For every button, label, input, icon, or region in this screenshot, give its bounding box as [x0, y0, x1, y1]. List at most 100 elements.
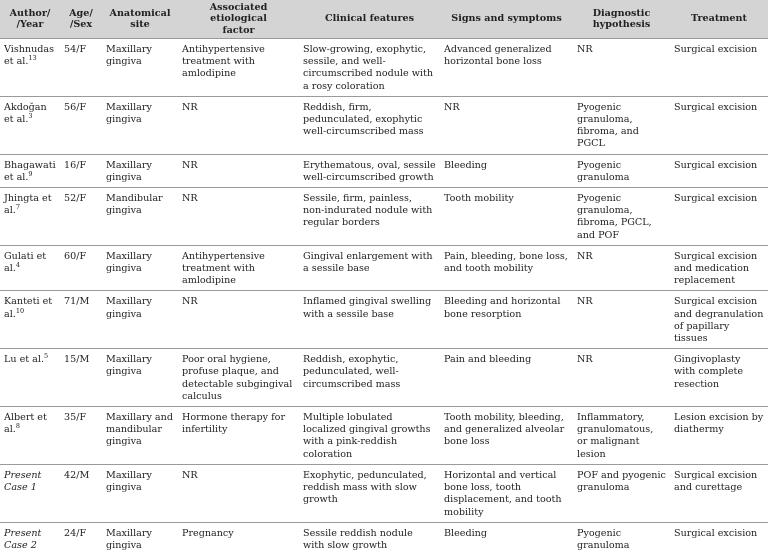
cell-age-sex: 71/M: [60, 291, 102, 349]
cell-etiological-factor: Antihypertensive treatment with amlodipi…: [178, 245, 299, 291]
cell-treatment-text: Surgical excision: [674, 193, 757, 204]
reference-number: 8: [16, 422, 20, 430]
cell-clinical-features: Reddish, exophytic, pedunculated, well-c…: [299, 349, 440, 407]
header-text: Anatomical: [110, 8, 171, 19]
reference-number: 3: [28, 112, 32, 120]
cell-author-text: Present Case 1: [4, 470, 41, 493]
header-text: Signs and symptoms: [451, 13, 561, 24]
cell-age-sex-text: 52/F: [64, 193, 86, 204]
header-text: Associated etiological: [210, 2, 268, 25]
cell-age-sex-text: 24/F: [64, 528, 86, 539]
cell-etiological-factor-text: NR: [182, 193, 198, 204]
cell-etiological-factor: NR: [178, 188, 299, 246]
cell-signs-symptoms: Tooth mobility, bleeding, and generalize…: [440, 407, 573, 465]
cell-etiological-factor-text: Antihypertensive treatment with amlodipi…: [182, 44, 265, 79]
cell-author: Present Case 1: [0, 464, 60, 522]
cell-treatment: Surgical excision: [670, 188, 768, 246]
cell-anatomical-site: Maxillary gingiva: [102, 245, 178, 291]
cell-diagnostic-hypothesis: NR: [573, 349, 670, 407]
cell-anatomical-site: Maxillary gingiva: [102, 349, 178, 407]
cell-anatomical-site-text: Maxillary and mandibular gingiva: [106, 412, 173, 447]
cell-diagnostic-hypothesis-text: Pyogenic granuloma: [577, 528, 629, 551]
cell-clinical-features: Inflamed gingival swelling with a sessil…: [299, 291, 440, 349]
header-text: /Sex: [70, 19, 92, 30]
cell-anatomical-site-text: Maxillary gingiva: [106, 160, 152, 183]
cell-diagnostic-hypothesis-text: Inflammatory, granulomatous, or malignan…: [577, 412, 653, 460]
cell-anatomical-site-text: Maxillary gingiva: [106, 44, 152, 67]
cell-treatment: Surgical excision: [670, 39, 768, 97]
cell-signs-symptoms: Bleeding and horizontal bone resorption: [440, 291, 573, 349]
cell-signs-symptoms-text: Bleeding: [444, 160, 487, 171]
cell-etiological-factor: NR: [178, 291, 299, 349]
header-text: Diagnostic: [593, 8, 651, 19]
cell-signs-symptoms: Pain, bleeding, bone loss, and tooth mob…: [440, 245, 573, 291]
cell-age-sex: 52/F: [60, 188, 102, 246]
cell-etiological-factor-text: NR: [182, 102, 198, 113]
cell-anatomical-site: Maxillary gingiva: [102, 291, 178, 349]
cell-diagnostic-hypothesis-text: NR: [577, 354, 593, 365]
cell-clinical-features-text: Exophytic, pedunculated, reddish mass wi…: [303, 470, 427, 505]
cell-anatomical-site: Maxillary and mandibular gingiva: [102, 407, 178, 465]
cell-clinical-features-text: Gingival enlargement with a sessile base: [303, 251, 433, 274]
cell-signs-symptoms-text: NR: [444, 102, 460, 113]
cell-anatomical-site-text: Mandibular gingiva: [106, 193, 163, 216]
cell-clinical-features-text: Erythematous, oval, sessile well-circums…: [303, 160, 436, 183]
cell-anatomical-site-text: Maxillary gingiva: [106, 296, 152, 319]
cell-anatomical-site-text: Maxillary gingiva: [106, 470, 152, 493]
cell-signs-symptoms-text: Bleeding: [444, 528, 487, 539]
cell-diagnostic-hypothesis-text: NR: [577, 44, 593, 55]
cell-treatment: Lesion excision by diathermy: [670, 407, 768, 465]
cell-etiological-factor: Poor oral hygiene, profuse plaque, and d…: [178, 349, 299, 407]
cell-clinical-features: Multiple lobulated localized gingival gr…: [299, 407, 440, 465]
cell-clinical-features: Erythematous, oval, sessile well-circums…: [299, 154, 440, 187]
cell-author-text: Kanteti et al.: [4, 296, 52, 319]
cell-diagnostic-hypothesis: Pyogenic granuloma, fibroma, PGCL, and P…: [573, 188, 670, 246]
cell-diagnostic-hypothesis: Pyogenic granuloma: [573, 154, 670, 187]
cell-etiological-factor: NR: [178, 464, 299, 522]
cell-treatment-text: Surgical excision and curettage: [674, 470, 757, 493]
cell-signs-symptoms: Advanced generalized horizontal bone los…: [440, 39, 573, 97]
cell-age-sex-text: 16/F: [64, 160, 86, 171]
cell-clinical-features: Gingival enlargement with a sessile base: [299, 245, 440, 291]
cell-treatment: Surgical excision: [670, 96, 768, 154]
cell-treatment: Surgical excision and curettage: [670, 464, 768, 522]
cell-clinical-features-text: Reddish, exophytic, pedunculated, well-c…: [303, 354, 400, 389]
cell-author-text: Albert et al.: [4, 412, 47, 435]
cell-clinical-features: Slow-growing, exophytic, sessile, and we…: [299, 39, 440, 97]
cell-anatomical-site-text: Maxillary gingiva: [106, 354, 152, 377]
cell-treatment: Surgical excision and medication replace…: [670, 245, 768, 291]
cell-diagnostic-hypothesis: POF and pyogenic granuloma: [573, 464, 670, 522]
cell-clinical-features: Sessile, firm, painless, non-indurated n…: [299, 188, 440, 246]
cell-author-text: Lu et al.: [4, 354, 44, 365]
cell-age-sex: 60/F: [60, 245, 102, 291]
header-author-year: Author//Year: [0, 0, 60, 39]
cell-diagnostic-hypothesis-text: Pyogenic granuloma, fibroma, PGCL, and P…: [577, 193, 652, 241]
cell-clinical-features-text: Reddish, firm, pedunculated, exophytic w…: [303, 102, 424, 137]
cell-diagnostic-hypothesis: NR: [573, 39, 670, 97]
cell-age-sex-text: 71/M: [64, 296, 89, 307]
cell-diagnostic-hypothesis-text: Pyogenic granuloma, fibroma, and PGCL: [577, 102, 639, 150]
cell-diagnostic-hypothesis-text: POF and pyogenic granuloma: [577, 470, 666, 493]
cell-age-sex-text: 15/M: [64, 354, 89, 365]
cell-signs-symptoms: Bleeding: [440, 154, 573, 187]
cell-clinical-features-text: Sessile, firm, painless, non-indurated n…: [303, 193, 432, 228]
cell-treatment-text: Lesion excision by diathermy: [674, 412, 763, 435]
cell-diagnostic-hypothesis: NR: [573, 291, 670, 349]
cell-anatomical-site: Maxillary gingiva: [102, 96, 178, 154]
cell-anatomical-site: Maxillary gingiva: [102, 154, 178, 187]
cell-treatment-text: Gingivoplasty with complete resection: [674, 354, 743, 389]
header-treatment: Treatment: [670, 0, 768, 39]
cell-author: Lu et al.5: [0, 349, 60, 407]
cell-treatment-text: Surgical excision: [674, 44, 757, 55]
cell-diagnostic-hypothesis-text: NR: [577, 251, 593, 262]
cell-diagnostic-hypothesis-text: Pyogenic granuloma: [577, 160, 629, 183]
cell-diagnostic-hypothesis: NR: [573, 245, 670, 291]
header-age-sex: Age//Sex: [60, 0, 102, 39]
cell-author: Jhingta et al.7: [0, 188, 60, 246]
cell-signs-symptoms-text: Pain, bleeding, bone loss, and tooth mob…: [444, 251, 568, 274]
